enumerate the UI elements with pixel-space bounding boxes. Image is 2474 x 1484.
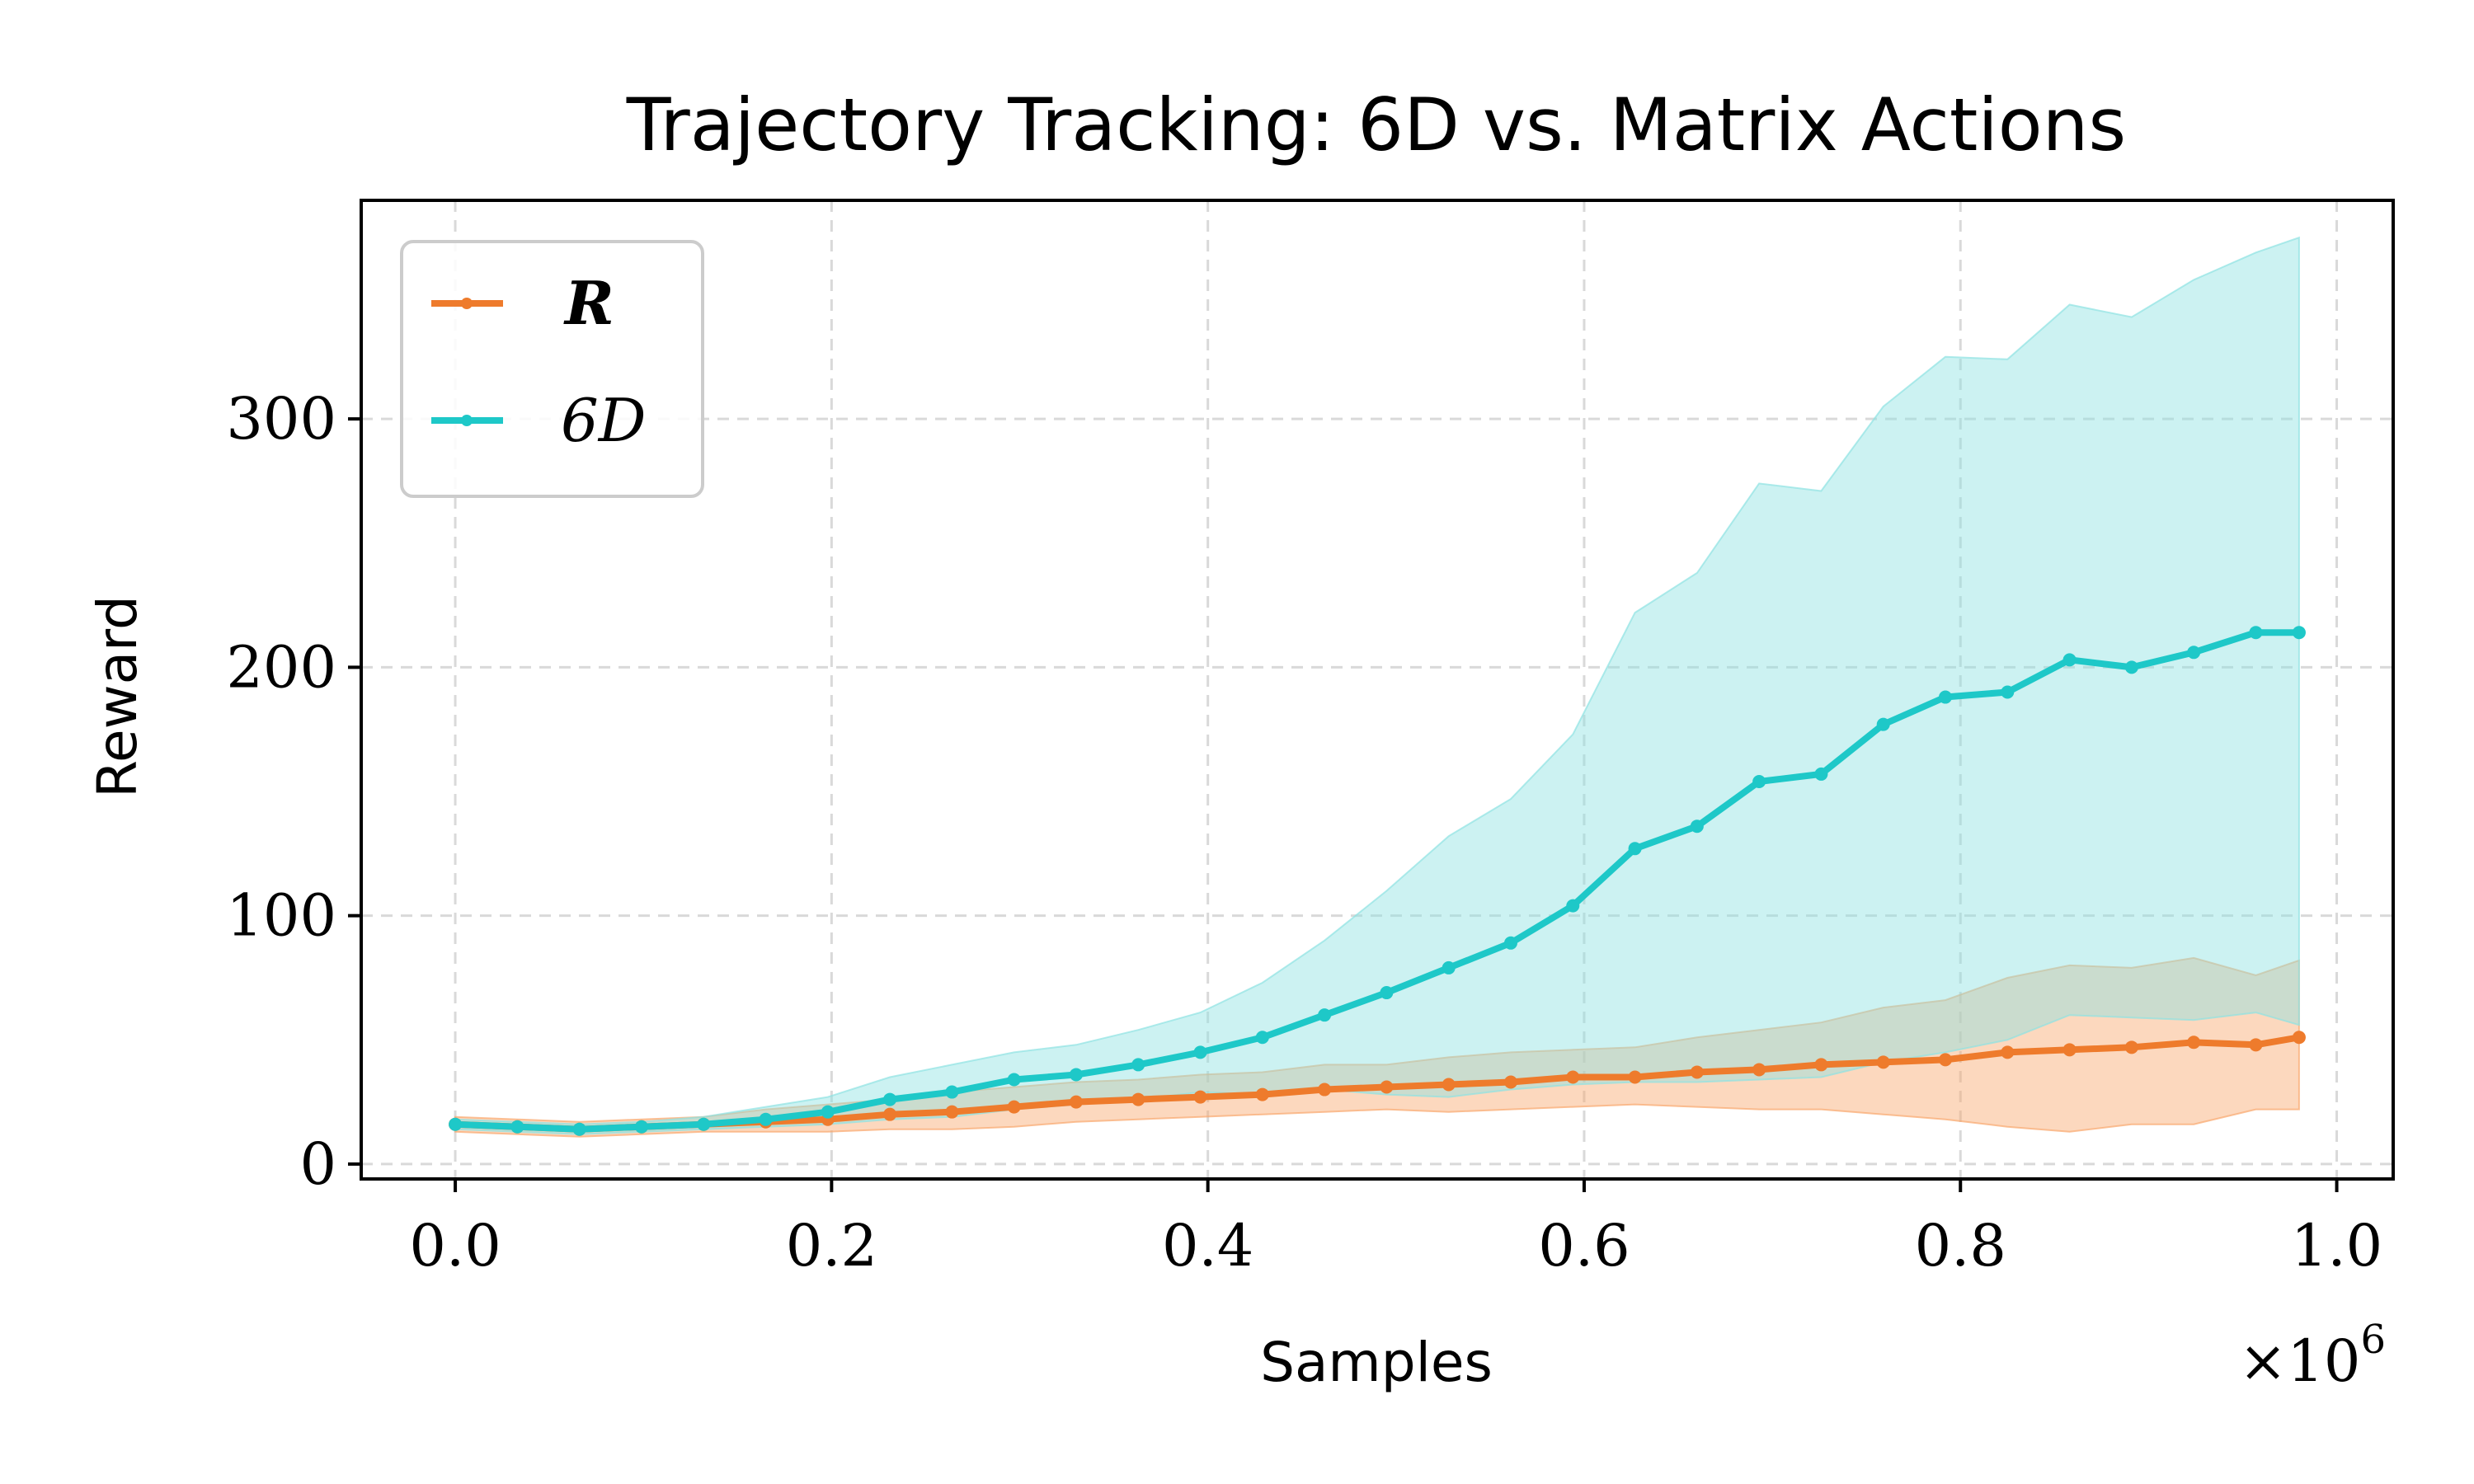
chart-title: Trajectory Tracking: 6D vs. Matrix Actio…	[626, 82, 2127, 167]
y-tick-label: 0	[299, 1130, 336, 1198]
point-r	[2187, 1036, 2201, 1050]
x-tick-label: 0.0	[409, 1212, 501, 1280]
point-r	[1814, 1058, 1828, 1072]
point-6d	[1193, 1045, 1207, 1059]
legend: R 6D	[400, 240, 704, 498]
x-tick-label: 0.6	[1538, 1212, 1630, 1280]
point-r	[2001, 1045, 2015, 1059]
point-r	[1566, 1070, 1580, 1084]
point-r	[1503, 1075, 1517, 1089]
point-6d	[697, 1117, 711, 1131]
legend-marker-6d	[461, 415, 473, 426]
point-r	[1628, 1070, 1642, 1084]
point-6d	[945, 1085, 959, 1099]
point-r	[945, 1105, 959, 1119]
legend-label-r: R	[563, 268, 614, 338]
x-tick-label: 0.4	[1162, 1212, 1253, 1280]
y-tick-label: 200	[226, 633, 336, 701]
x-tick-label: 0.2	[786, 1212, 877, 1280]
point-6d	[2292, 626, 2306, 640]
x-tick-label: 1.0	[2291, 1212, 2382, 1280]
point-r	[1690, 1065, 1704, 1079]
point-r	[2249, 1038, 2263, 1052]
point-6d	[510, 1120, 524, 1134]
point-6d	[572, 1122, 586, 1136]
x-scale-base: ×10	[2239, 1327, 2361, 1395]
point-6d	[883, 1092, 897, 1106]
point-6d	[1876, 717, 1890, 731]
point-r	[1255, 1087, 1269, 1101]
point-6d	[1255, 1031, 1269, 1045]
point-6d	[1442, 960, 1456, 974]
point-6d	[1566, 899, 1580, 913]
point-6d	[1939, 690, 1953, 704]
y-tick-label: 100	[226, 882, 336, 950]
x-tick-label: 0.8	[1915, 1212, 2006, 1280]
point-r	[1007, 1100, 1021, 1114]
point-r	[1939, 1053, 1953, 1067]
point-r	[1193, 1090, 1207, 1104]
point-r	[2292, 1031, 2306, 1045]
band-r	[454, 956, 2300, 1138]
point-r	[2124, 1040, 2138, 1054]
legend-marker-r	[461, 298, 473, 309]
legend-label-6d: 6D	[561, 386, 647, 455]
y-tick-label: 300	[226, 385, 336, 453]
point-6d	[2062, 653, 2077, 667]
point-6d	[821, 1105, 835, 1119]
point-6d	[1690, 819, 1704, 834]
axis-ticks: 0.0 0.2 0.4 0.6 0.8 1.0 0 100 200 300	[226, 385, 2382, 1280]
legend-box	[400, 240, 704, 498]
grid-layer	[361, 200, 2393, 1179]
point-r	[1318, 1082, 1332, 1097]
point-r	[1876, 1055, 1890, 1069]
y-axis-label: Reward	[86, 595, 149, 798]
point-6d	[1318, 1008, 1332, 1022]
x-scale-multiplier: ×106	[2239, 1317, 2386, 1395]
point-6d	[1131, 1058, 1145, 1072]
point-6d	[449, 1117, 463, 1131]
point-6d	[634, 1120, 648, 1134]
point-r	[2062, 1043, 2077, 1057]
point-6d	[1752, 774, 1766, 788]
point-r	[1069, 1095, 1083, 1109]
point-6d	[1628, 842, 1642, 856]
point-6d	[1503, 936, 1517, 950]
point-6d	[1069, 1068, 1083, 1082]
point-6d	[2001, 685, 2015, 699]
plot-frame	[360, 199, 2395, 1181]
x-scale-exponent: 6	[2360, 1317, 2386, 1363]
point-6d	[2249, 626, 2263, 640]
series-lines	[449, 626, 2306, 1136]
point-6d	[1007, 1073, 1021, 1087]
point-6d	[2124, 660, 2138, 674]
point-r	[1752, 1063, 1766, 1077]
point-6d	[1814, 767, 1828, 781]
point-r	[1131, 1092, 1145, 1106]
point-r	[1442, 1078, 1456, 1092]
point-r	[883, 1107, 897, 1121]
point-6d	[2187, 646, 2201, 660]
point-r	[1380, 1080, 1394, 1094]
point-6d	[759, 1112, 773, 1126]
point-6d	[1380, 986, 1394, 1000]
x-axis-label: Samples	[1260, 1331, 1493, 1394]
